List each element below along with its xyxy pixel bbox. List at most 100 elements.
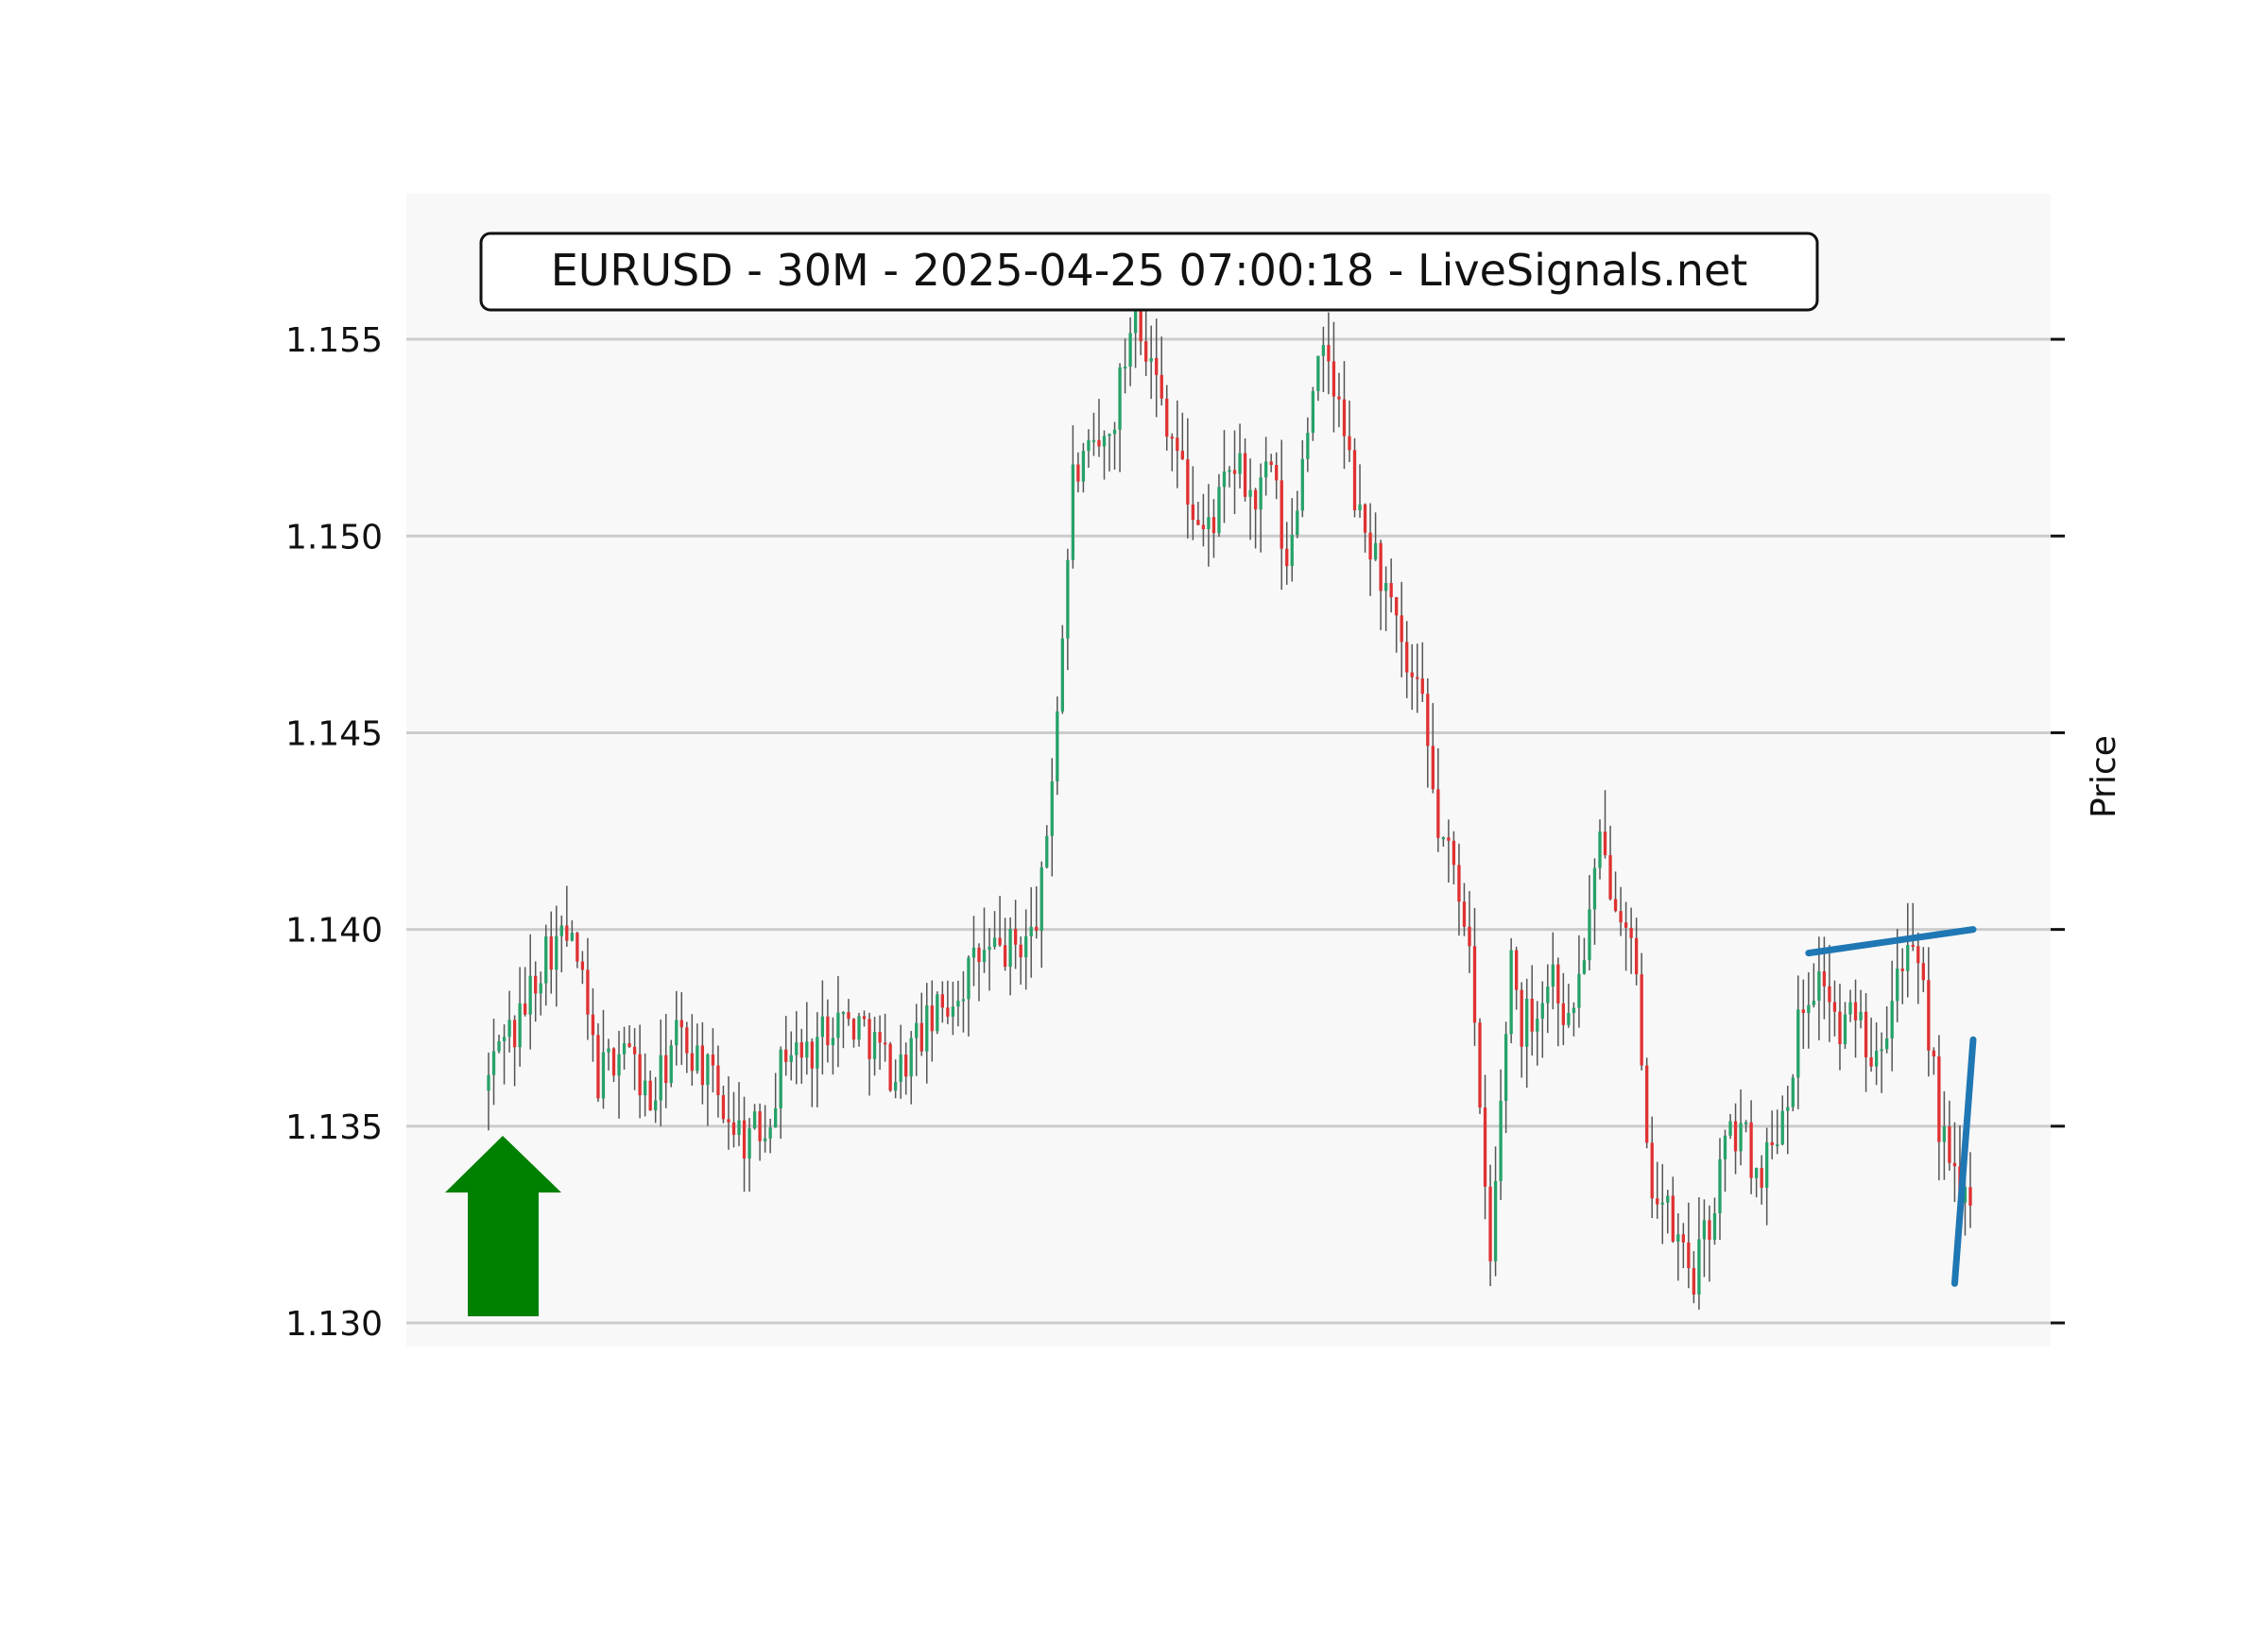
candle-down bbox=[1692, 1268, 1696, 1295]
candle-down bbox=[1801, 1009, 1805, 1014]
candle-up bbox=[774, 1107, 778, 1128]
candle-up bbox=[507, 1020, 511, 1038]
trendlines bbox=[1805, 926, 1977, 1287]
candle-down bbox=[1186, 459, 1190, 505]
candle-down bbox=[1457, 865, 1461, 902]
candle-down bbox=[977, 947, 981, 963]
candle-down bbox=[1400, 615, 1403, 643]
candle-down bbox=[664, 1055, 668, 1084]
candle-up bbox=[1383, 582, 1388, 592]
candle-up bbox=[544, 936, 548, 984]
candle-down bbox=[1478, 1022, 1482, 1108]
candle-up bbox=[643, 1080, 647, 1096]
candle-down bbox=[716, 1065, 720, 1096]
candle-up bbox=[518, 1003, 522, 1048]
candle-down bbox=[810, 1041, 814, 1069]
candle-up bbox=[1056, 711, 1059, 782]
candle-up bbox=[1676, 1234, 1680, 1242]
candle-up bbox=[555, 935, 558, 970]
candle-up bbox=[1112, 429, 1117, 435]
candle-up bbox=[1572, 1007, 1576, 1013]
candle-bodies bbox=[487, 309, 1972, 1295]
candle-down bbox=[742, 1120, 747, 1159]
candle-down bbox=[1155, 357, 1159, 375]
candle-up bbox=[1592, 867, 1597, 910]
candle-up bbox=[654, 1100, 658, 1111]
candle-down bbox=[1853, 1002, 1858, 1021]
candle-down bbox=[1733, 1121, 1738, 1152]
candle-down bbox=[1269, 461, 1273, 466]
candle-up bbox=[1024, 935, 1028, 958]
candle-up bbox=[1702, 1220, 1707, 1240]
candle-up bbox=[487, 1074, 490, 1091]
candle-down bbox=[1561, 1003, 1566, 1025]
candle-up bbox=[1776, 1144, 1779, 1147]
candle-down bbox=[1003, 945, 1007, 968]
candle-up bbox=[1598, 832, 1602, 868]
candle-up bbox=[992, 937, 997, 947]
candle-down bbox=[576, 933, 579, 962]
candle-up bbox=[909, 1038, 913, 1077]
candle-up bbox=[789, 1055, 793, 1062]
candle-up bbox=[893, 1082, 898, 1091]
candle-up bbox=[1718, 1158, 1722, 1213]
candle-down bbox=[591, 1014, 595, 1036]
candle-down bbox=[1389, 582, 1393, 598]
candle-down bbox=[1332, 361, 1336, 397]
candle-down bbox=[580, 961, 585, 970]
candle-down bbox=[868, 1019, 871, 1059]
candle-down bbox=[1165, 398, 1169, 438]
candle-up bbox=[1885, 1038, 1889, 1050]
candle-down bbox=[1530, 998, 1534, 1032]
candle-up bbox=[1311, 390, 1314, 433]
candle-down bbox=[940, 994, 944, 1008]
candle-up bbox=[1509, 950, 1513, 1035]
candle-down bbox=[1013, 929, 1018, 945]
candle-down bbox=[930, 1005, 934, 1032]
candle-up bbox=[1525, 998, 1529, 1047]
candle-down bbox=[946, 1007, 950, 1017]
y-tick-label: 1.145 bbox=[285, 714, 383, 753]
candle-up bbox=[1712, 1212, 1717, 1241]
candle-down bbox=[1342, 399, 1347, 437]
candle-down bbox=[1619, 911, 1623, 923]
candle-down bbox=[1431, 746, 1435, 790]
candle-down bbox=[1483, 1107, 1487, 1187]
candle-down bbox=[784, 1049, 788, 1062]
candle-down bbox=[1838, 1011, 1842, 1045]
candle-down bbox=[1864, 1011, 1868, 1057]
candle-down bbox=[1520, 989, 1523, 1047]
candle-up bbox=[795, 1042, 799, 1055]
candle-down bbox=[1368, 532, 1372, 560]
candle-up bbox=[1807, 1004, 1811, 1014]
candle-down bbox=[888, 1043, 892, 1091]
candle-down bbox=[638, 1054, 642, 1096]
candle-down bbox=[1348, 436, 1351, 451]
candle-up bbox=[1588, 909, 1591, 961]
candle-down bbox=[1629, 927, 1633, 938]
candle-down bbox=[1436, 789, 1440, 838]
candle-down bbox=[1948, 1126, 1951, 1163]
candle-up bbox=[1666, 1195, 1670, 1203]
candle-up bbox=[1739, 1123, 1743, 1152]
candle-down bbox=[1363, 504, 1367, 533]
candle-up bbox=[1817, 970, 1821, 1002]
candle-down bbox=[1613, 899, 1618, 912]
y-tick-label: 1.155 bbox=[285, 321, 383, 360]
candle-up bbox=[1859, 1011, 1863, 1021]
candle-down bbox=[632, 1046, 637, 1055]
candle-up bbox=[1133, 309, 1138, 334]
candle-down bbox=[1160, 374, 1163, 399]
candle-up bbox=[956, 1001, 960, 1007]
candle-up bbox=[1499, 1100, 1503, 1181]
candle-up bbox=[1577, 973, 1581, 1008]
candle-up bbox=[971, 947, 976, 958]
candle-down bbox=[826, 1016, 830, 1046]
candle-down bbox=[690, 1053, 694, 1072]
candle-down bbox=[1352, 450, 1357, 511]
candle-down bbox=[565, 925, 569, 941]
candle-up bbox=[1765, 1141, 1769, 1188]
candle-up bbox=[1040, 866, 1043, 932]
candle-up bbox=[1066, 559, 1070, 639]
candle-down bbox=[1749, 1122, 1753, 1178]
